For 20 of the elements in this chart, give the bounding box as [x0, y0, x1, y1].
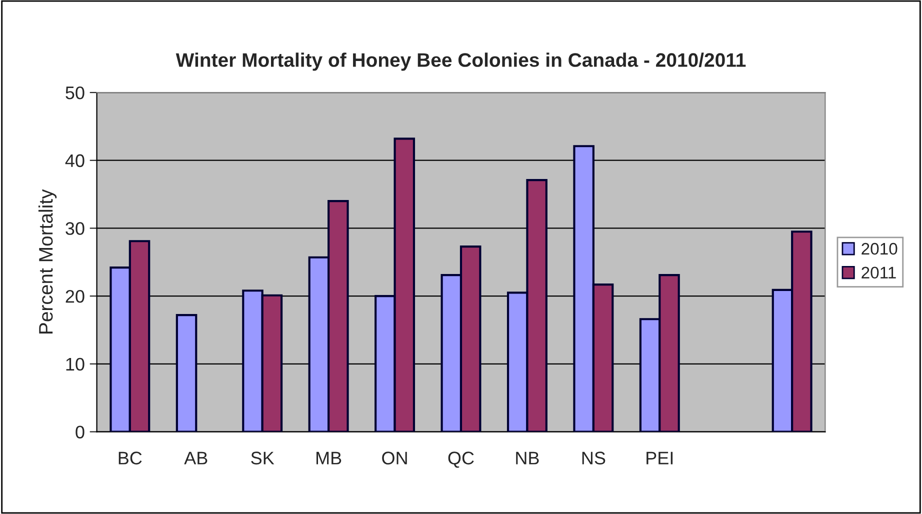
- legend-label: 2011: [862, 266, 896, 279]
- y-tick-label: 50: [66, 86, 84, 100]
- x-tick-label: ON: [382, 452, 407, 464]
- y-tick-label: 0: [76, 426, 84, 438]
- bar: [176, 314, 198, 432]
- x-tick-label: MB: [316, 452, 342, 464]
- legend-label: 2010: [862, 242, 898, 255]
- chart-title: Winter Mortality of Honey Bee Colonies in Canada - 2010/2011: [176, 52, 746, 71]
- x-tick-label: PEI: [646, 452, 673, 464]
- y-tick-label: 30: [66, 222, 84, 235]
- x-tick-label: NB: [516, 452, 539, 464]
- y-tick-label: 10: [66, 358, 84, 371]
- x-tick-label: SK: [251, 452, 274, 464]
- y-axis-title: Percent Mortality: [38, 189, 57, 334]
- y-tick-label: 20: [66, 290, 84, 303]
- x-tick-label: BC: [118, 452, 142, 464]
- x-tick-label: QC: [448, 452, 474, 468]
- y-tick-label: 40: [65, 154, 84, 168]
- x-tick-label: NS: [582, 452, 606, 464]
- x-tick-label: AB: [184, 452, 208, 464]
